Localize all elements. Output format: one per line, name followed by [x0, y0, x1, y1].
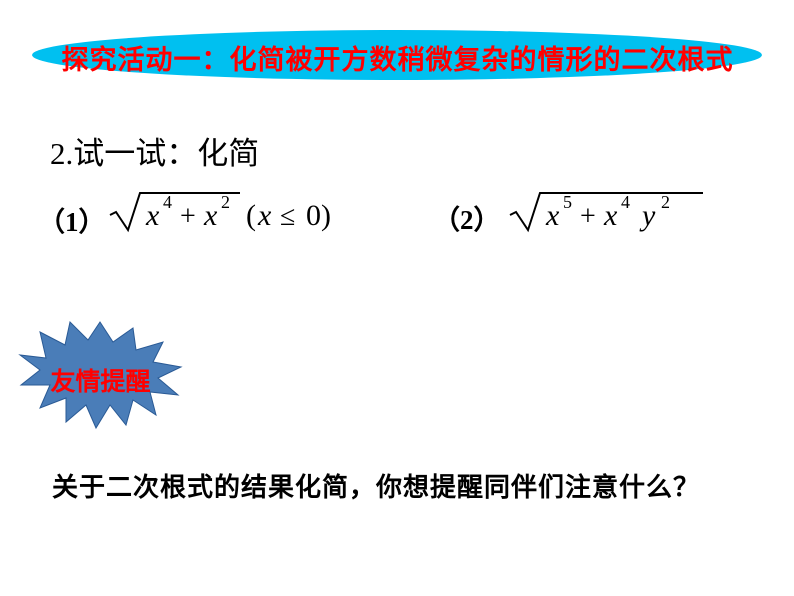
svg-text:4: 4	[621, 192, 630, 212]
problems-row: （1） x 4 + x 2 ( x ≤ 0) （2） x 5 + x 4	[38, 190, 758, 250]
svg-text:0): 0)	[306, 199, 331, 232]
problem-1-expression: x 4 + x 2 ( x ≤ 0)	[108, 185, 408, 245]
reminder-starburst: 友情提醒	[18, 320, 183, 430]
svg-text:x: x	[257, 199, 272, 232]
svg-text:2: 2	[661, 192, 670, 212]
reminder-text: 友情提醒	[18, 362, 183, 398]
svg-text:2: 2	[221, 192, 230, 212]
svg-text:5: 5	[563, 192, 572, 212]
svg-text:y: y	[639, 199, 656, 232]
svg-text:x: x	[545, 199, 560, 232]
svg-text:≤: ≤	[280, 201, 295, 232]
problem-2-label: （2）	[433, 198, 501, 237]
activity-banner: 探究活动一：化简被开方数稍微复杂的情形的二次根式	[30, 28, 765, 82]
svg-text:4: 4	[163, 192, 172, 212]
question-text: 关于二次根式的结果化简，你想提醒同伴们注意什么？	[52, 467, 700, 504]
problem-1-label: （1）	[38, 200, 106, 239]
svg-text:x: x	[203, 199, 218, 232]
svg-text:x: x	[603, 199, 618, 232]
problem-2-expression: x 5 + x 4 y 2	[508, 185, 728, 245]
svg-text:(: (	[246, 199, 256, 232]
banner-title: 探究活动一：化简被开方数稍微复杂的情形的二次根式	[30, 38, 765, 77]
svg-text:x: x	[145, 199, 160, 232]
svg-text:+: +	[180, 201, 196, 232]
prompt-line: 2.试一试：化简	[50, 128, 259, 173]
svg-text:+: +	[580, 201, 596, 232]
